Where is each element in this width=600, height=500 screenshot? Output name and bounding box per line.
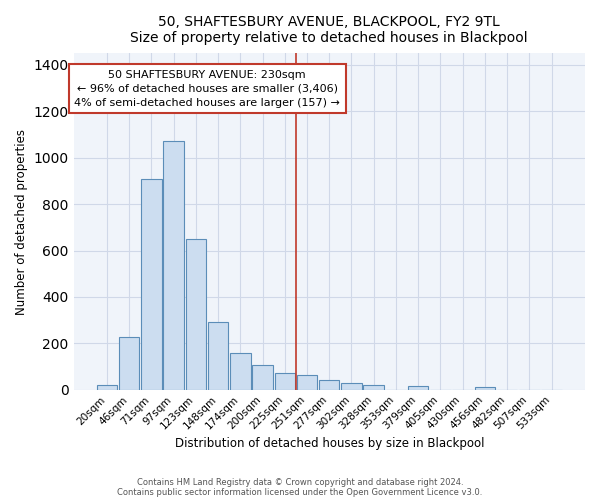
Bar [364, 385, 384, 390]
Bar [475, 386, 495, 390]
Y-axis label: Number of detached properties: Number of detached properties [15, 128, 28, 314]
Bar [185, 239, 206, 390]
Text: 50 SHAFTESBURY AVENUE: 230sqm
← 96% of detached houses are smaller (3,406)
4% of: 50 SHAFTESBURY AVENUE: 230sqm ← 96% of d… [74, 70, 340, 108]
X-axis label: Distribution of detached houses by size in Blackpool: Distribution of detached houses by size … [175, 437, 484, 450]
Bar [297, 374, 317, 390]
Bar [208, 322, 229, 390]
Title: 50, SHAFTESBURY AVENUE, BLACKPOOL, FY2 9TL
Size of property relative to detached: 50, SHAFTESBURY AVENUE, BLACKPOOL, FY2 9… [130, 15, 528, 45]
Bar [119, 337, 139, 390]
Bar [275, 374, 295, 390]
Bar [230, 352, 251, 390]
Bar [319, 380, 340, 390]
Bar [408, 386, 428, 390]
Bar [253, 365, 273, 390]
Bar [141, 178, 161, 390]
Bar [163, 142, 184, 390]
Bar [341, 384, 362, 390]
Text: Contains HM Land Registry data © Crown copyright and database right 2024.
Contai: Contains HM Land Registry data © Crown c… [118, 478, 482, 497]
Bar [97, 385, 117, 390]
